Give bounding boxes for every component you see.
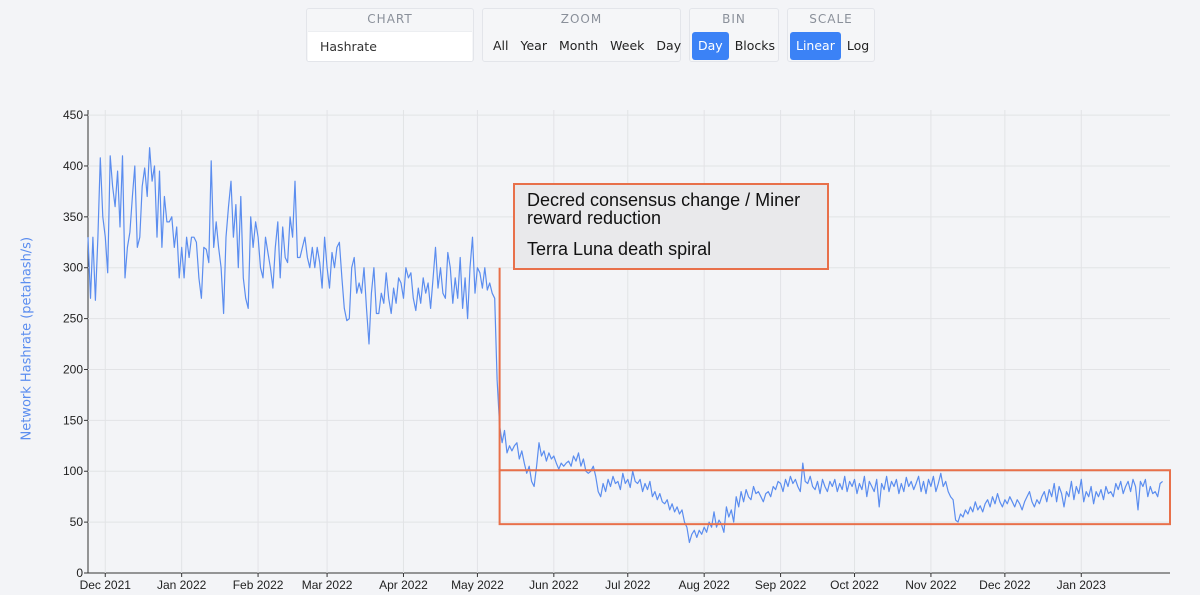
scale-linear-button[interactable]: Linear xyxy=(790,32,841,60)
x-tick-label: Mar 2022 xyxy=(302,578,353,592)
chart-group: CHART Hashrate xyxy=(306,8,474,62)
y-tick-label: 100 xyxy=(63,464,83,478)
annotation-range-box xyxy=(498,469,1171,526)
x-tick-label: Sep 2022 xyxy=(755,578,807,592)
x-tick-label: Dec 2022 xyxy=(979,578,1031,592)
x-tick-label: Nov 2022 xyxy=(905,578,957,592)
chart-select[interactable]: Hashrate xyxy=(308,31,472,61)
zoom-year-button[interactable]: Year xyxy=(520,38,547,53)
bin-group: BIN Day Blocks xyxy=(689,8,779,62)
scale-group-title: SCALE xyxy=(809,12,853,26)
annotation-consensus-change: Decred consensus change / Miner reward r… xyxy=(527,190,801,228)
x-tick-label: Jun 2022 xyxy=(529,578,579,592)
bin-blocks-button[interactable]: Blocks xyxy=(734,38,776,53)
annotation-terra-luna: Terra Luna death spiral xyxy=(527,239,712,259)
zoom-group: ZOOM All Year Month Week Day xyxy=(482,8,681,62)
x-tick-label: Jul 2022 xyxy=(605,578,651,592)
x-tick-label: Aug 2022 xyxy=(678,578,730,592)
scale-options: Linear Log xyxy=(790,32,870,60)
x-tick-label: Oct 2022 xyxy=(830,578,879,592)
y-tick-label: 300 xyxy=(63,261,83,275)
x-tick-label: Apr 2022 xyxy=(379,578,428,592)
zoom-options: All Year Month Week Day xyxy=(487,32,681,60)
annotation-box: Decred consensus change / Miner reward r… xyxy=(513,183,829,270)
y-tick-label: 150 xyxy=(63,413,83,427)
x-tick-label: May 2022 xyxy=(451,578,504,592)
y-tick-label: 0 xyxy=(76,566,83,580)
zoom-month-button[interactable]: Month xyxy=(558,38,599,53)
y-tick-label: 50 xyxy=(70,515,84,529)
bin-options: Day Blocks xyxy=(692,32,775,60)
x-tick-label: Jan 2022 xyxy=(157,578,207,592)
chart-group-title: CHART xyxy=(367,12,413,26)
toolbar: CHART Hashrate ZOOM All Year Month Week … xyxy=(0,8,1200,64)
y-tick-label: 450 xyxy=(63,108,83,122)
bin-day-button[interactable]: Day xyxy=(692,32,729,60)
zoom-group-title: ZOOM xyxy=(560,12,603,26)
scale-group: SCALE Linear Log xyxy=(787,8,875,62)
y-tick-label: 200 xyxy=(63,362,83,376)
y-axis-label: Network Hashrate (petahash/s) xyxy=(19,236,35,441)
x-tick-label: Jan 2023 xyxy=(1057,578,1107,592)
scale-log-button[interactable]: Log xyxy=(846,38,870,53)
x-tick-label: Dec 2021 xyxy=(80,578,132,592)
zoom-all-button[interactable]: All xyxy=(493,38,509,53)
bin-group-title: BIN xyxy=(722,12,746,26)
zoom-week-button[interactable]: Week xyxy=(610,38,645,53)
hashrate-series-line xyxy=(87,147,1163,544)
y-tick-label: 250 xyxy=(63,312,83,326)
y-tick-label: 350 xyxy=(63,210,83,224)
zoom-day-button[interactable]: Day xyxy=(656,38,682,53)
x-tick-label: Feb 2022 xyxy=(233,578,284,592)
y-tick-label: 400 xyxy=(63,159,83,173)
